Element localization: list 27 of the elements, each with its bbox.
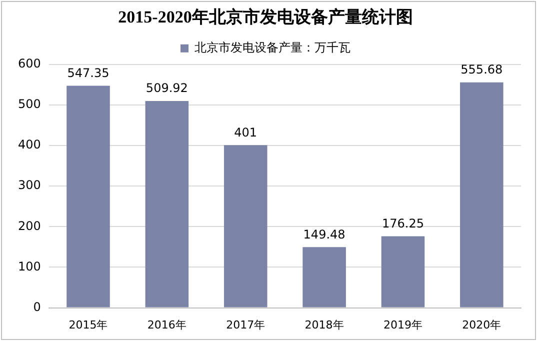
x-tick-label: 2015年 — [68, 318, 108, 332]
y-tick-label: 200 — [18, 218, 41, 233]
x-tick-label: 2016年 — [147, 318, 186, 332]
bar — [66, 86, 110, 308]
y-tick-label: 400 — [18, 138, 41, 152]
y-tick-label: 600 — [18, 56, 41, 71]
y-tick-label: 0 — [33, 300, 41, 314]
bar — [224, 145, 268, 308]
y-tick-label: 500 — [18, 97, 41, 112]
data-label: 176.25 — [382, 216, 424, 230]
x-tick-label: 2018年 — [304, 318, 344, 332]
x-tick-label: 2017年 — [226, 318, 266, 332]
bar — [381, 236, 425, 308]
x-tick-label: 2020年 — [462, 318, 502, 332]
bar — [460, 82, 504, 308]
data-label: 509.92 — [146, 81, 188, 96]
bar — [145, 100, 189, 308]
data-label: 555.68 — [460, 62, 503, 77]
y-tick-label: 300 — [18, 178, 41, 192]
x-tick-label: 2019年 — [383, 318, 422, 332]
bar — [302, 247, 346, 308]
legend-label: 北京市发电设备产量：万千瓦 — [194, 40, 350, 55]
data-label: 149.48 — [303, 227, 346, 242]
data-label: 401 — [234, 125, 258, 140]
data-label: 547.35 — [67, 66, 110, 80]
y-tick-label: 100 — [18, 259, 41, 274]
chart-title: 2015-2020年北京市发电设备产量统计图 — [118, 8, 413, 27]
